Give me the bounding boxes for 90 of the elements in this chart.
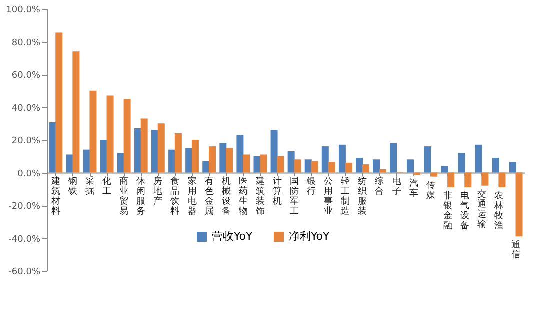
bar bbox=[243, 154, 250, 173]
x-tick-label: 纺织服装 bbox=[358, 176, 368, 217]
bar bbox=[464, 172, 472, 188]
bar bbox=[294, 160, 302, 173]
bar bbox=[458, 153, 466, 173]
bar bbox=[254, 156, 261, 173]
x-tick-label: 计算机 bbox=[272, 176, 282, 207]
bar bbox=[106, 96, 114, 173]
bar bbox=[345, 162, 352, 173]
x-tick-label: 银行 bbox=[306, 176, 316, 197]
bar bbox=[124, 99, 131, 173]
bar bbox=[117, 153, 124, 173]
x-tick-label: 机械设备 bbox=[222, 176, 231, 217]
x-tick-label: 商业贸易 bbox=[120, 176, 129, 217]
y-tick-label: 20.0% bbox=[12, 136, 41, 146]
x-tick-label: 通信 bbox=[512, 240, 521, 261]
bar bbox=[56, 32, 63, 173]
y-tick-label: -60.0% bbox=[8, 268, 41, 278]
bar bbox=[441, 166, 448, 173]
bar bbox=[379, 169, 386, 173]
legend-label: 净利YoY bbox=[289, 230, 330, 243]
bar bbox=[277, 156, 284, 173]
y-tick-label: 40.0% bbox=[12, 104, 41, 114]
legend-label: 营收YoY bbox=[212, 230, 253, 243]
x-tick-label: 休闲服务 bbox=[136, 176, 146, 217]
bar bbox=[72, 52, 80, 173]
x-tick-label: 家用电器 bbox=[188, 176, 197, 217]
bar bbox=[236, 135, 244, 173]
bar bbox=[356, 158, 363, 173]
bar bbox=[90, 90, 97, 173]
x-tick-label: 汽车 bbox=[409, 178, 418, 200]
y-tick-label: 80.0% bbox=[12, 38, 41, 48]
bar bbox=[186, 148, 193, 173]
bar bbox=[270, 130, 278, 173]
bar bbox=[475, 144, 482, 173]
y-tick-label: 60.0% bbox=[12, 71, 41, 81]
bar bbox=[430, 172, 438, 177]
bar bbox=[100, 140, 108, 173]
x-tick-label: 电气设备 bbox=[460, 190, 470, 232]
x-tick-label: 公用事业 bbox=[324, 176, 334, 217]
y-tick-label: -20.0% bbox=[8, 202, 41, 212]
bar bbox=[509, 162, 516, 173]
x-tick-label: 有色金属 bbox=[204, 176, 214, 217]
bar bbox=[390, 143, 398, 173]
bar bbox=[498, 172, 506, 188]
bar bbox=[192, 140, 199, 173]
bar bbox=[311, 161, 318, 173]
bar bbox=[322, 146, 329, 173]
bar bbox=[134, 128, 142, 173]
x-tick-label: 食品饮料 bbox=[170, 176, 180, 217]
x-tick-label: 传媒 bbox=[426, 180, 436, 201]
bar bbox=[492, 158, 500, 173]
bar bbox=[304, 160, 312, 173]
x-tick-label: 国防军工 bbox=[290, 176, 300, 217]
x-tick-label: 非银金融 bbox=[442, 190, 452, 232]
bar bbox=[448, 172, 455, 188]
bar bbox=[407, 160, 414, 173]
x-tick-label: 农林牧渔 bbox=[494, 190, 504, 232]
bar bbox=[226, 148, 234, 173]
y-tick-label: 100.0% bbox=[6, 6, 41, 16]
x-tick-label: 房地产 bbox=[152, 176, 163, 207]
bar bbox=[140, 118, 148, 173]
x-tick-label: 电子 bbox=[392, 176, 402, 197]
x-tick-label: 化工 bbox=[102, 176, 112, 197]
bar bbox=[158, 124, 165, 173]
bar bbox=[482, 172, 489, 186]
bar bbox=[260, 154, 268, 173]
bar bbox=[288, 151, 295, 173]
x-tick-label: 建筑材料 bbox=[50, 176, 60, 217]
bar bbox=[202, 161, 210, 173]
bar bbox=[373, 160, 380, 173]
x-tick-label: 轻工制造 bbox=[341, 176, 350, 217]
bar bbox=[328, 162, 336, 173]
bar bbox=[338, 144, 346, 173]
bar bbox=[174, 133, 182, 173]
bar bbox=[362, 164, 370, 173]
x-tick-label: 交通运输 bbox=[477, 188, 486, 230]
bar bbox=[209, 146, 216, 173]
bar bbox=[516, 172, 523, 237]
x-tick-label: 采掘 bbox=[86, 176, 95, 197]
x-tick-label: 医药生物 bbox=[238, 176, 248, 217]
x-tick-label: 综合 bbox=[375, 176, 384, 197]
bar bbox=[151, 130, 158, 173]
bar bbox=[168, 150, 176, 173]
y-tick-label: -40.0% bbox=[8, 234, 41, 245]
x-tick-label: 建筑装饰 bbox=[254, 176, 265, 217]
y-tick-label: 0.0% bbox=[18, 169, 41, 180]
bar bbox=[424, 146, 432, 173]
bar bbox=[220, 143, 227, 173]
x-tick-label: 钢铁 bbox=[67, 176, 78, 197]
